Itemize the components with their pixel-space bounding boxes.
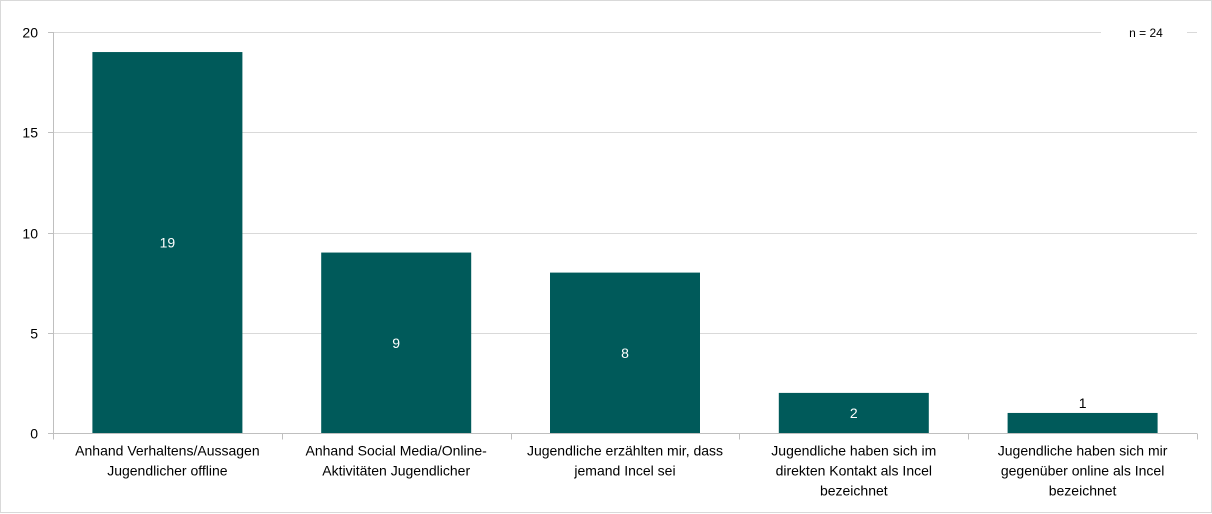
y-tick-label: 20	[22, 25, 38, 41]
x-category-label-line: jemand Incel sei	[573, 463, 675, 479]
x-category-label-line: Jugendlicher offline	[107, 463, 228, 479]
x-category-label-line: Jugendliche haben sich im	[771, 443, 936, 459]
bar-value-label: 1	[1079, 395, 1087, 411]
x-category-label-line: bezeichnet	[820, 483, 888, 499]
bar-value-label: 19	[160, 235, 176, 251]
bar-value-label: 9	[392, 335, 400, 351]
x-category-label-line: Anhand Social Media/Online-	[306, 443, 488, 459]
y-tick-label: 5	[30, 326, 38, 342]
x-category-label-line: Jugendliche erzählten mir, dass	[527, 443, 723, 459]
y-tick-label: 0	[30, 426, 38, 442]
bar-value-label: 8	[621, 345, 629, 361]
x-category-label: Jugendliche haben sich im direkten Kontak…	[771, 443, 936, 499]
x-category-label: Jugendliche erzählten mir, dass jemand In…	[527, 443, 723, 479]
x-category-label-line: gegenüber online als Incel	[1001, 463, 1164, 479]
x-category-label: Anhand Verhaltens/Aussagen Jugendlicher o…	[75, 443, 259, 479]
annotation-layer: n = 24	[1101, 23, 1187, 43]
sample-size-annotation: n = 24	[1129, 26, 1163, 40]
x-category-label-line: bezeichnet	[1049, 483, 1117, 499]
x-category-label-line: Jugendliche haben sich mir	[998, 443, 1168, 459]
x-category-label-line: Anhand Verhaltens/Aussagen	[75, 443, 259, 459]
y-tick-label: 15	[22, 125, 38, 141]
y-tick-label: 10	[22, 226, 38, 242]
x-category-label-line: Aktivitäten Jugendlicher	[322, 463, 470, 479]
x-category-label: Anhand Social Media/Online- Aktivitäten J…	[306, 443, 488, 479]
x-category-label: Jugendliche haben sich mir gegenüber onli…	[998, 443, 1168, 499]
bar-value-label: 2	[850, 405, 858, 421]
x-category-label-line: direkten Kontakt als Incel	[776, 463, 932, 479]
bars	[92, 52, 1157, 433]
bar	[1008, 413, 1158, 433]
